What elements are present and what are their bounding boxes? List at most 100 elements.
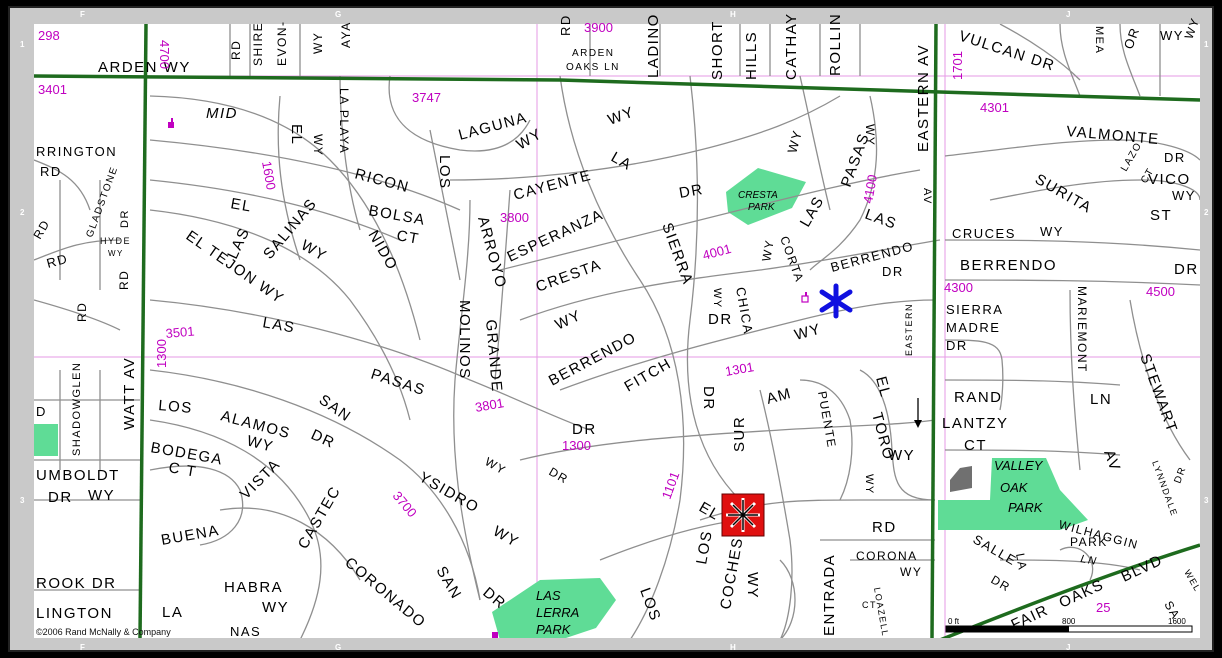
grid-letter-h: H [730, 10, 736, 19]
label-arden: ARDEN [572, 48, 615, 59]
label-la-3: LA [1013, 552, 1030, 572]
label-wy-18: WY [88, 487, 115, 504]
label-eastern-small: EASTERN [904, 303, 914, 356]
grid-number-1: 1 [20, 40, 25, 49]
label-corona: CORONA [856, 549, 918, 563]
label-wy-20: WY [1040, 224, 1064, 239]
label-am: AM [765, 385, 794, 408]
park-cresta [726, 168, 806, 225]
label-devon: EVON- [275, 20, 289, 66]
label-wy-7: WY [744, 572, 761, 599]
label-wy-8: WY [900, 565, 922, 579]
label-berrendo-3: BERRENDO [960, 257, 1057, 274]
park-label-las: LAS [536, 588, 561, 603]
label-la-2: LA [162, 604, 183, 621]
grid-number-1-right: 1 [1204, 40, 1209, 49]
address-1600: 1600 [259, 160, 279, 191]
grid-lines [34, 24, 1200, 638]
label-los-1: LOS [436, 155, 453, 190]
label-umboldt: UMBOLDT [36, 467, 120, 484]
address-4300: 4300 [944, 280, 973, 295]
label-wy-pasas: WY [784, 128, 805, 155]
label-los-alamos: LOS [158, 397, 194, 417]
scale-label-800: 800 [1062, 617, 1076, 626]
label-av-1: AV [921, 188, 933, 205]
address-3747: 3747 [412, 90, 441, 105]
grid-number-2-right: 2 [1204, 208, 1209, 217]
park-label-lerra: LERRA [536, 605, 579, 620]
arrow-down-icon [914, 398, 922, 428]
label-wy-berrendo: WY [793, 320, 824, 343]
label-el-1: EL [288, 124, 305, 145]
label-grande: GRANDE [482, 319, 505, 393]
label-mariemont: MARIEMONT [1075, 286, 1089, 373]
grid-letter-g: G [335, 10, 342, 19]
grid-number-2: 2 [20, 208, 25, 217]
label-rd-shire: RD [229, 40, 243, 60]
scale-bar: 0 ft 800 1600 [945, 617, 1193, 633]
label-d: D [36, 404, 47, 419]
park-labels: CRESTA PARK VALLEY OAK PARK LAS LERRA PA… [536, 190, 1044, 637]
blue-asterisk-marker[interactable] [819, 283, 853, 319]
label-sierra-madre: SIERRA [946, 302, 1003, 317]
label-wy-6: WY [262, 599, 289, 616]
label-wy-21: WY [1160, 28, 1184, 43]
address-4700: 4700 [157, 40, 172, 69]
label-sur: SUR [731, 416, 748, 452]
grid-letter-g-bottom: G [335, 643, 342, 652]
label-la-playa: LA PLAYA [337, 88, 351, 154]
address-25: 25 [1096, 600, 1110, 615]
label-rook-dr: ROOK DR [36, 575, 117, 592]
label-eastern-av: EASTERN AV [915, 44, 932, 152]
label-cathay: CATHAY [783, 12, 800, 80]
magenta-poi-icon-2[interactable] [801, 292, 809, 303]
address-3501: 3501 [165, 324, 195, 341]
label-cruces: CRUCES [952, 226, 1016, 241]
building-gray [950, 466, 972, 492]
magenta-poi-icon[interactable] [168, 118, 174, 128]
label-molinos: MOLINOS [456, 300, 473, 380]
label-los-coches: LOS [693, 529, 716, 566]
park-small-west [34, 424, 58, 456]
grid-letter-f-bottom: F [80, 643, 85, 652]
red-sunburst-marker[interactable] [721, 493, 765, 537]
label-wy-19: WY [1172, 188, 1196, 203]
label-las-2: LAS [261, 314, 296, 336]
label-shire: SHIRE [251, 22, 265, 66]
magenta-poi-icon-3[interactable] [492, 632, 498, 638]
major-roads [34, 24, 1200, 638]
label-park-ln: PARK [1070, 535, 1108, 549]
address-3800: 3800 [500, 210, 529, 225]
address-4301: 4301 [980, 100, 1009, 115]
label-dr-4: DR [700, 386, 717, 411]
label-dr-12: DR [946, 338, 968, 353]
grid-letter-j-bottom: J [1066, 643, 1071, 652]
label-habra: HABRA [224, 579, 283, 596]
label-wy-4: WY [245, 432, 276, 455]
label-rd-4: RD [45, 251, 70, 271]
label-nas: NAS [230, 624, 261, 639]
scale-label-1600: 1600 [1168, 617, 1186, 626]
label-ln-2: LN [1079, 553, 1098, 568]
address-1701: 1701 [950, 51, 965, 80]
grid-number-3: 3 [20, 496, 25, 505]
address-3801: 3801 [474, 395, 505, 415]
label-el-2: EL [229, 195, 253, 215]
label-rrington: RRINGTON [36, 144, 117, 159]
label-wy-rollin: WY [863, 124, 877, 146]
label-el-toro: EL [872, 375, 894, 400]
label-aya: AYA [339, 21, 353, 48]
label-arden-wy: ARDEN WY [98, 59, 191, 76]
label-lantzy: LANTZY [942, 415, 1009, 432]
address-4100: 4100 [860, 173, 880, 204]
label-rd-7: RD [40, 164, 62, 179]
label-wy-15: WY [311, 32, 325, 54]
label-ct-2: C T [167, 459, 198, 481]
label-av-2: AV [1100, 448, 1123, 474]
label-rollin: ROLLIN [827, 13, 844, 76]
label-rand: RAND [954, 389, 1003, 406]
park-label-las-lerra-park: PARK [536, 622, 572, 637]
park-label-valley-park: PARK [1008, 500, 1044, 515]
park-label-valley: VALLEY [994, 458, 1044, 473]
